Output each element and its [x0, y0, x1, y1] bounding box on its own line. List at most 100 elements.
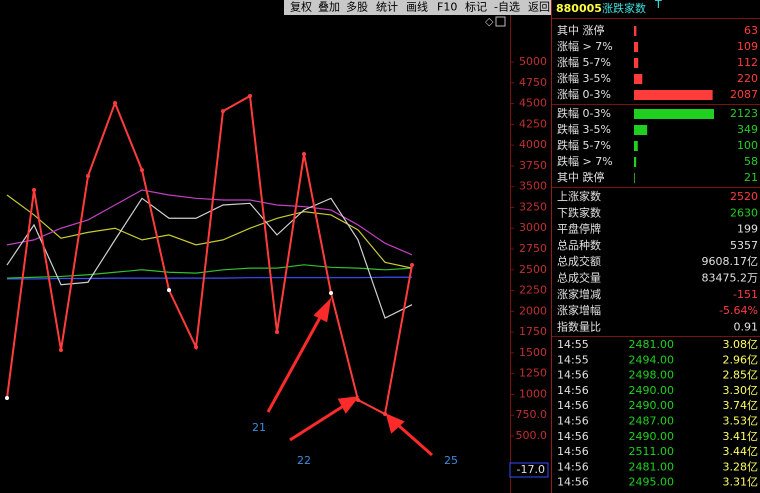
- breadth-value: 21: [744, 171, 758, 184]
- stat-label: 总成交量: [557, 271, 601, 285]
- tick-amount: 3.31亿: [723, 476, 759, 489]
- breadth-value: 63: [744, 24, 758, 37]
- breadth-bar: [634, 157, 637, 167]
- y-tick-label: 4000: [519, 138, 547, 151]
- point: [113, 101, 117, 106]
- arrows: [266, 297, 433, 457]
- cursor-box: [509, 462, 549, 478]
- y-tick-label: 3000: [519, 221, 547, 234]
- series-line: [6, 194, 413, 269]
- toolbar-button[interactable]: 统计: [376, 1, 398, 14]
- breadth-label: 涨幅 0-3%: [557, 88, 611, 101]
- breadth-label: 涨幅 5-7%: [557, 56, 611, 69]
- tick-price: 2487.00: [629, 415, 675, 428]
- tick-time: 14:56: [557, 476, 589, 489]
- tick-price: 2511.00: [629, 445, 675, 458]
- breadth-value: 2123: [730, 107, 758, 120]
- toolbar-button[interactable]: 画线: [406, 0, 428, 14]
- breadth-value: 109: [737, 40, 758, 53]
- tick-time: 14:55: [557, 338, 589, 351]
- y-tick-label: 3750: [519, 159, 547, 172]
- y-tick-label: 1250: [519, 367, 547, 380]
- stat-value: 83475.2万: [702, 272, 759, 285]
- point: [167, 288, 171, 293]
- breadth-label: 其中 涨停: [557, 23, 605, 37]
- tick-time: 14:55: [557, 353, 589, 366]
- y-tick-label: 500.0: [516, 429, 548, 442]
- y-tick-label: 750.0: [516, 408, 548, 421]
- tick-amount: 2.85亿: [723, 369, 759, 382]
- breadth-bar: [634, 26, 637, 36]
- toolbar-button[interactable]: 复权: [290, 0, 312, 14]
- tick-time: 14:56: [557, 460, 589, 473]
- tick-time: 14:56: [557, 445, 589, 458]
- icon[interactable]: ◇: [485, 15, 494, 28]
- breadth-label: 涨幅 3-5%: [557, 72, 611, 85]
- breadth-bar: [634, 141, 638, 151]
- toolbar-button[interactable]: 多股: [346, 0, 368, 14]
- y-tick-label: 1000: [519, 387, 547, 400]
- y-tick-label: 3250: [519, 200, 547, 213]
- breadth-value: 349: [737, 123, 758, 136]
- breadth-label: 涨幅 > 7%: [557, 40, 613, 53]
- tick-time: 14:56: [557, 415, 589, 428]
- tick-amount: 3.53亿: [723, 415, 759, 428]
- y-tick-label: 3500: [519, 180, 547, 193]
- toolbar-button[interactable]: 叠加: [318, 1, 340, 14]
- toolbar-button[interactable]: 标记: [465, 0, 487, 14]
- breadth-label: 其中 跌停: [557, 170, 605, 184]
- stat-label: 涨家增减: [557, 287, 601, 301]
- point: [32, 188, 36, 193]
- breadth-label: 跌幅 > 7%: [557, 154, 613, 168]
- annotation: 25: [444, 454, 458, 467]
- stat-value: 199: [737, 223, 758, 236]
- annotation: 22: [297, 454, 311, 467]
- y-tick-label: 2250: [519, 284, 547, 297]
- tick-price: 2481.00: [629, 338, 675, 351]
- stat-label: 平盘停牌: [557, 222, 601, 236]
- breadth-value: 112: [737, 56, 758, 69]
- breadth-bar: [634, 125, 648, 135]
- tick-amount: 3.30亿: [723, 384, 759, 397]
- breadth-bar: [634, 173, 635, 183]
- tick-price: 2490.00: [629, 384, 675, 397]
- toolbar: [284, 0, 551, 15]
- y-tick-label: 5000: [519, 55, 547, 68]
- icon[interactable]: [495, 16, 506, 27]
- y-tick-label: 4250: [519, 117, 547, 130]
- point: [86, 174, 90, 179]
- breadth-bar: [634, 109, 714, 119]
- breadth-bar: [634, 74, 643, 84]
- tick-price: 2494.00: [629, 353, 675, 366]
- tick-amount: 2.96亿: [723, 353, 759, 366]
- stat-label: 总成交额: [557, 254, 601, 268]
- point: [221, 109, 225, 114]
- tick-amount: 3.08亿: [723, 338, 759, 351]
- point: [248, 94, 252, 99]
- stat-value: -151: [733, 288, 758, 301]
- toolbar-button[interactable]: 返回: [528, 1, 550, 14]
- stat-label: 下跌家数: [557, 205, 601, 219]
- series-line: [7, 276, 412, 280]
- point: [194, 345, 198, 350]
- toolbar-button[interactable]: -自选: [494, 1, 520, 14]
- tick-price: 2490.00: [629, 399, 675, 412]
- breadth-label: 跌幅 0-3%: [557, 106, 611, 120]
- y-tick-label: 4750: [519, 76, 547, 89]
- stat-label: 总品种数: [557, 238, 601, 252]
- stat-label: 指数量比: [557, 319, 601, 333]
- point: [140, 168, 144, 173]
- breadth-value: 2087: [730, 88, 758, 101]
- series-line: [6, 189, 413, 256]
- index-code: 880005: [556, 2, 602, 15]
- y-tick-label: 2750: [519, 242, 547, 255]
- breadth-value: 100: [737, 139, 758, 152]
- stat-value: 0.91: [734, 320, 759, 333]
- point: [356, 398, 360, 403]
- stat-label: 上涨家数: [557, 189, 601, 203]
- tick-amount: 3.28亿: [723, 460, 759, 473]
- toolbar-button[interactable]: F10: [437, 1, 457, 14]
- point: [329, 291, 333, 296]
- point: [275, 330, 279, 335]
- y-tick-label: 4500: [519, 97, 547, 110]
